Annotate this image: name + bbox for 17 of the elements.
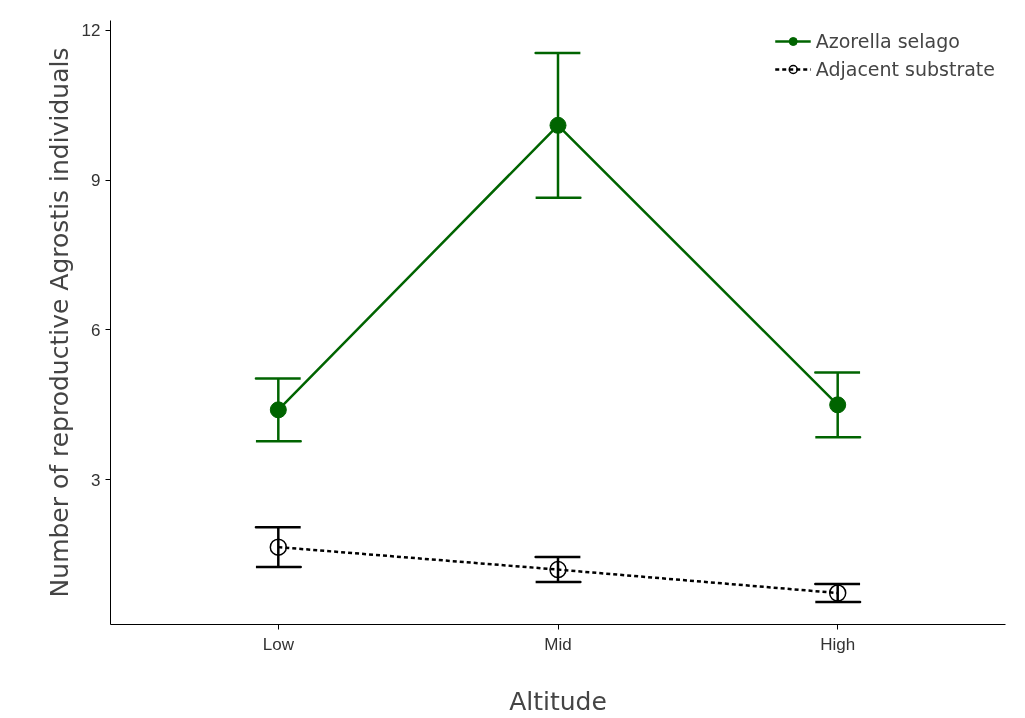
y-axis-title: Number of reproductive Agrostis individuals xyxy=(44,47,74,598)
point xyxy=(269,401,287,419)
x-tick-label: Mid xyxy=(544,634,572,654)
y-tick-label: 12 xyxy=(81,21,101,41)
x-axis-title: Altitude xyxy=(509,686,607,716)
point xyxy=(829,396,847,414)
legend-label: Adjacent substrate xyxy=(815,58,995,80)
y-tick-label: 6 xyxy=(91,320,101,340)
x-tick-label: Low xyxy=(262,634,295,654)
point xyxy=(828,584,847,602)
x-tick-label: High xyxy=(820,634,856,654)
point xyxy=(549,560,567,579)
y-tick-label: 9 xyxy=(91,171,101,191)
point xyxy=(269,538,288,556)
point xyxy=(549,116,567,134)
y-tick-label: 3 xyxy=(91,470,101,490)
legend-label: Azorella selago xyxy=(815,30,960,52)
